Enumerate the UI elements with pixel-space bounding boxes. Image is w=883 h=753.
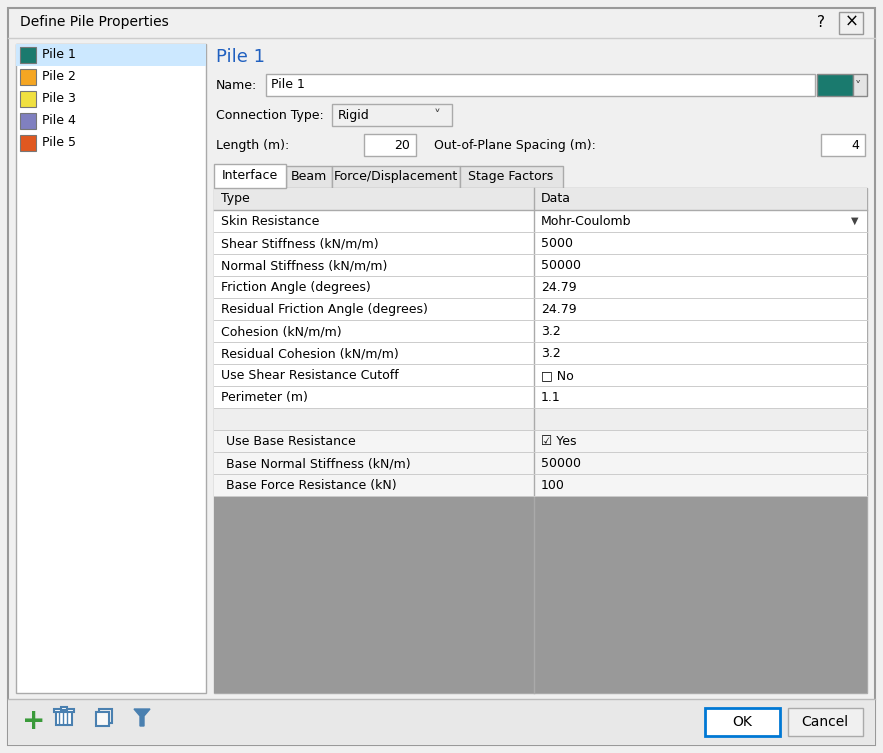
Text: ?: ? bbox=[817, 15, 825, 30]
Bar bbox=[332, 166, 460, 188]
Text: Pile 4: Pile 4 bbox=[42, 114, 76, 127]
Text: OK: OK bbox=[732, 715, 752, 729]
Text: ▼: ▼ bbox=[851, 216, 858, 226]
Bar bbox=[853, 74, 867, 96]
Text: Cancel: Cancel bbox=[802, 715, 849, 729]
Bar bbox=[20, 91, 36, 107]
Text: Out-of-Plane Spacing (m):: Out-of-Plane Spacing (m): bbox=[434, 139, 596, 152]
Bar bbox=[20, 69, 36, 85]
Text: Base Force Resistance (kN): Base Force Resistance (kN) bbox=[226, 479, 396, 492]
Text: Name:: Name: bbox=[216, 79, 257, 92]
Bar bbox=[214, 210, 867, 232]
Bar bbox=[99, 709, 112, 723]
Bar bbox=[214, 298, 867, 320]
Bar bbox=[821, 134, 865, 156]
Text: Use Shear Resistance Cutoff: Use Shear Resistance Cutoff bbox=[221, 369, 399, 382]
Bar bbox=[56, 711, 72, 725]
Bar bbox=[20, 47, 36, 63]
Text: Pile 1: Pile 1 bbox=[216, 48, 265, 66]
Bar bbox=[214, 496, 867, 693]
Bar bbox=[16, 44, 206, 66]
Text: Shear Stiffness (kN/m/m): Shear Stiffness (kN/m/m) bbox=[221, 237, 379, 250]
Bar bbox=[286, 166, 332, 188]
Bar bbox=[214, 188, 867, 210]
Bar bbox=[214, 254, 867, 276]
Bar bbox=[214, 276, 867, 298]
Text: Rigid: Rigid bbox=[338, 109, 370, 122]
Text: ×: × bbox=[845, 13, 859, 31]
Text: Interface: Interface bbox=[222, 169, 278, 182]
Text: Connection Type:: Connection Type: bbox=[216, 109, 324, 122]
Bar bbox=[20, 113, 36, 129]
Bar bbox=[266, 74, 815, 96]
Bar bbox=[460, 166, 563, 188]
Text: Cohesion (kN/m/m): Cohesion (kN/m/m) bbox=[221, 325, 342, 338]
Text: 50000: 50000 bbox=[541, 457, 581, 470]
Text: Pile 3: Pile 3 bbox=[42, 92, 76, 105]
Text: 4: 4 bbox=[851, 139, 859, 152]
Text: ☑ Yes: ☑ Yes bbox=[541, 435, 577, 448]
Text: Force/Displacement: Force/Displacement bbox=[334, 170, 458, 183]
Bar bbox=[214, 474, 867, 496]
Text: Base Normal Stiffness (kN/m): Base Normal Stiffness (kN/m) bbox=[226, 457, 411, 470]
Text: 24.79: 24.79 bbox=[541, 303, 577, 316]
Text: □ No: □ No bbox=[541, 369, 574, 382]
Bar bbox=[364, 134, 416, 156]
Text: ˅: ˅ bbox=[855, 80, 861, 93]
Bar bbox=[20, 135, 36, 151]
Text: Type: Type bbox=[221, 192, 250, 205]
Text: 1.1: 1.1 bbox=[541, 391, 561, 404]
Polygon shape bbox=[134, 709, 150, 726]
Text: Skin Resistance: Skin Resistance bbox=[221, 215, 320, 228]
Text: 3.2: 3.2 bbox=[541, 325, 561, 338]
Text: 50000: 50000 bbox=[541, 259, 581, 272]
Bar bbox=[214, 364, 867, 386]
Text: Residual Cohesion (kN/m/m): Residual Cohesion (kN/m/m) bbox=[221, 347, 399, 360]
Bar bbox=[817, 74, 853, 96]
Text: Normal Stiffness (kN/m/m): Normal Stiffness (kN/m/m) bbox=[221, 259, 388, 272]
Text: ˅: ˅ bbox=[434, 109, 441, 123]
Text: +: + bbox=[22, 707, 45, 735]
Bar bbox=[788, 708, 863, 736]
Text: Define Pile Properties: Define Pile Properties bbox=[20, 15, 169, 29]
Text: Perimeter (m): Perimeter (m) bbox=[221, 391, 308, 404]
Bar bbox=[8, 699, 875, 745]
Text: 3.2: 3.2 bbox=[541, 347, 561, 360]
Bar bbox=[16, 44, 206, 693]
Bar bbox=[214, 188, 867, 693]
Bar bbox=[705, 708, 780, 736]
Text: 100: 100 bbox=[541, 479, 565, 492]
Bar bbox=[96, 712, 109, 726]
Text: Use Base Resistance: Use Base Resistance bbox=[226, 435, 356, 448]
Text: Length (m):: Length (m): bbox=[216, 139, 290, 152]
Bar bbox=[214, 164, 286, 188]
Text: Data: Data bbox=[541, 192, 571, 205]
Bar bbox=[214, 232, 867, 254]
Bar bbox=[214, 320, 867, 342]
Bar bbox=[839, 12, 863, 34]
Bar bbox=[332, 104, 452, 126]
Text: 5000: 5000 bbox=[541, 237, 573, 250]
Text: Pile 5: Pile 5 bbox=[42, 136, 76, 149]
Bar bbox=[214, 386, 867, 408]
Text: Friction Angle (degrees): Friction Angle (degrees) bbox=[221, 281, 371, 294]
Text: 20: 20 bbox=[394, 139, 410, 152]
Bar bbox=[214, 430, 867, 452]
Text: Pile 1: Pile 1 bbox=[42, 48, 76, 61]
Bar bbox=[54, 709, 74, 712]
Text: Residual Friction Angle (degrees): Residual Friction Angle (degrees) bbox=[221, 303, 428, 316]
Text: Beam: Beam bbox=[291, 170, 327, 183]
Bar bbox=[61, 707, 67, 710]
Text: Mohr-Coulomb: Mohr-Coulomb bbox=[541, 215, 631, 228]
Bar bbox=[214, 408, 867, 430]
Bar bbox=[214, 452, 867, 474]
Text: Pile 2: Pile 2 bbox=[42, 70, 76, 83]
Bar bbox=[214, 342, 867, 364]
Text: 24.79: 24.79 bbox=[541, 281, 577, 294]
Text: Stage Factors: Stage Factors bbox=[468, 170, 554, 183]
Text: Pile 1: Pile 1 bbox=[271, 78, 305, 91]
